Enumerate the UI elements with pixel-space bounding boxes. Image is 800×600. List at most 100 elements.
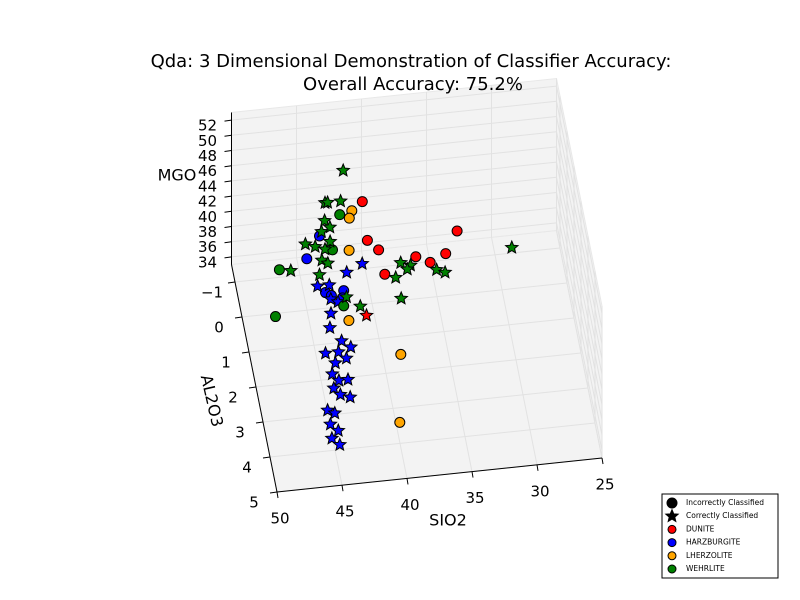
y-tick-label: 4 — [242, 459, 252, 477]
star-point — [323, 305, 339, 320]
star-point — [393, 290, 409, 305]
grid-line — [556, 230, 603, 459]
legend-marker — [666, 497, 678, 509]
grid-line — [556, 192, 603, 421]
grid-line — [231, 222, 557, 258]
circle-point — [395, 348, 407, 360]
star-point — [307, 238, 323, 254]
z-tick-mark — [224, 256, 232, 259]
star-point — [321, 277, 337, 292]
legend-marker — [667, 538, 677, 548]
star-point — [322, 233, 338, 248]
grid-line — [556, 146, 603, 375]
grid-line — [556, 222, 603, 451]
chart-title: Qda: 3 Dimensional Demonstration of Clas… — [151, 51, 672, 72]
grid-line — [556, 207, 603, 436]
circle-point — [338, 300, 350, 312]
grid-line — [556, 131, 603, 360]
grid-line — [231, 176, 557, 212]
star-point — [314, 223, 329, 239]
y-tick-mark — [262, 456, 271, 459]
circle-point — [356, 196, 368, 208]
y-tick-mark — [269, 491, 278, 494]
grid-line — [231, 146, 557, 182]
x-tick-label: 30 — [530, 482, 549, 500]
legend-frame — [661, 493, 779, 579]
star-point — [335, 162, 351, 177]
star-point — [326, 380, 342, 395]
star-point — [332, 436, 348, 452]
grid-line — [556, 116, 603, 345]
legend-marker — [664, 508, 680, 523]
x-tick-mark — [471, 471, 474, 478]
chart-subtitle: Overall Accuracy: 75.2% — [303, 74, 523, 95]
circle-point — [373, 244, 385, 256]
legend-label: HARZBURGITE — [686, 538, 741, 547]
panes — [230, 77, 603, 493]
star-point — [343, 339, 359, 354]
legend-label: LHERZOLITE — [686, 551, 733, 560]
grid-line — [231, 85, 557, 121]
y-tick-mark — [248, 386, 257, 389]
y-tick-label: 1 — [221, 354, 231, 372]
star-point — [310, 278, 326, 293]
grid-line — [426, 244, 473, 472]
y-tick-label: 2 — [228, 389, 238, 407]
star-point — [504, 239, 520, 254]
z-tick-mark — [224, 180, 232, 183]
star-point — [330, 422, 346, 437]
legend: Incorrectly Classified Correctly Classifi… — [661, 493, 779, 579]
grid-line — [361, 250, 408, 479]
circle-point — [451, 225, 463, 237]
y-tick-mark — [234, 316, 243, 319]
star-point — [334, 333, 350, 348]
x-tick-mark — [406, 478, 409, 485]
star-point — [317, 241, 333, 256]
star-point — [333, 193, 349, 208]
legend-label: WEHRLITE — [686, 564, 725, 573]
circle-point — [394, 416, 406, 428]
star-point — [388, 269, 404, 284]
legend-label: Incorrectly Classified — [686, 498, 764, 507]
x-tick-mark — [601, 457, 604, 465]
star-point — [340, 371, 356, 386]
grid-line — [491, 237, 538, 465]
z-tick-mark — [224, 165, 232, 168]
star-point — [320, 194, 336, 209]
star-point — [318, 345, 333, 360]
circle-point — [343, 315, 355, 327]
x-tick-mark — [536, 464, 539, 471]
legend-label: Correctly Classified — [686, 511, 758, 520]
star-point — [332, 386, 348, 401]
x-tick-label: 40 — [400, 496, 419, 514]
y-tick-label: 3 — [235, 424, 245, 442]
star-point — [283, 262, 299, 278]
star-point — [320, 255, 336, 270]
grid-line — [231, 116, 557, 151]
y-axis-line — [231, 264, 278, 493]
circle-point — [440, 248, 452, 260]
circle-point — [410, 251, 422, 263]
circle-point — [424, 256, 436, 268]
y-tick-label: −1 — [201, 284, 223, 302]
star-point — [339, 289, 354, 304]
star-point — [437, 264, 453, 279]
z-tick-label: 50 — [198, 132, 217, 150]
star-point — [399, 261, 415, 276]
circle-point — [273, 264, 285, 276]
z-tick-mark — [224, 134, 232, 137]
legend-marker — [667, 524, 677, 534]
circle-point — [301, 253, 313, 265]
circle-point — [343, 244, 355, 256]
star-point — [297, 236, 313, 251]
y-tick-label: 5 — [249, 494, 259, 512]
grid-line — [231, 192, 557, 227]
circle-point — [343, 212, 355, 224]
x-tick-label: 45 — [335, 503, 354, 521]
grid-line — [296, 257, 343, 486]
legend-label: DUNITE — [686, 524, 715, 533]
z-tick-mark — [224, 226, 232, 228]
circle-point — [334, 209, 346, 221]
grid-line — [556, 86, 603, 314]
